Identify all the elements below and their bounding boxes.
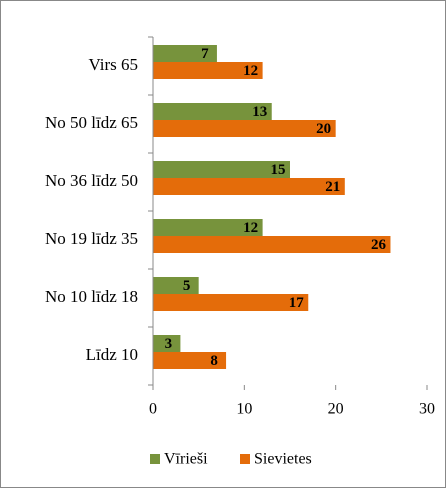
bar <box>153 219 263 236</box>
bar <box>153 161 290 178</box>
y-tick-label: No 10 līdz 18 <box>45 287 138 306</box>
legend-swatch <box>240 454 250 464</box>
x-tick-label: 30 <box>419 401 435 418</box>
bar <box>153 236 391 253</box>
value-label: 12 <box>243 220 258 236</box>
y-tick-label: Virs 65 <box>88 55 138 74</box>
y-tick-label: No 19 līdz 35 <box>45 229 138 248</box>
legend-label: Vīrieši <box>164 451 208 468</box>
y-tick-label: Līdz 10 <box>86 345 138 364</box>
value-label: 17 <box>289 295 305 311</box>
y-tick-label: No 50 līdz 65 <box>45 113 138 132</box>
legend-label: Sievietes <box>254 451 312 468</box>
y-tick-label: No 36 līdz 50 <box>45 171 138 190</box>
value-label: 26 <box>371 237 387 253</box>
value-label: 5 <box>183 278 191 294</box>
value-label: 12 <box>243 63 258 79</box>
x-tick-label: 20 <box>328 401 344 418</box>
value-label: 3 <box>165 336 173 352</box>
bar <box>153 277 199 294</box>
x-tick-label: 0 <box>149 401 157 418</box>
value-label: 13 <box>252 104 267 120</box>
legend-swatch <box>150 454 160 464</box>
bar <box>153 103 272 120</box>
value-label: 8 <box>210 353 218 369</box>
bar <box>153 352 227 369</box>
bar <box>153 178 345 195</box>
x-tick-label: 10 <box>236 401 252 418</box>
value-label: 21 <box>325 179 340 195</box>
value-label: 15 <box>271 162 286 178</box>
bar <box>153 335 181 352</box>
bar <box>153 294 309 311</box>
bar <box>153 120 336 137</box>
bar <box>153 45 217 62</box>
value-label: 20 <box>316 121 331 137</box>
bar <box>153 62 263 79</box>
value-label: 7 <box>201 46 209 62</box>
